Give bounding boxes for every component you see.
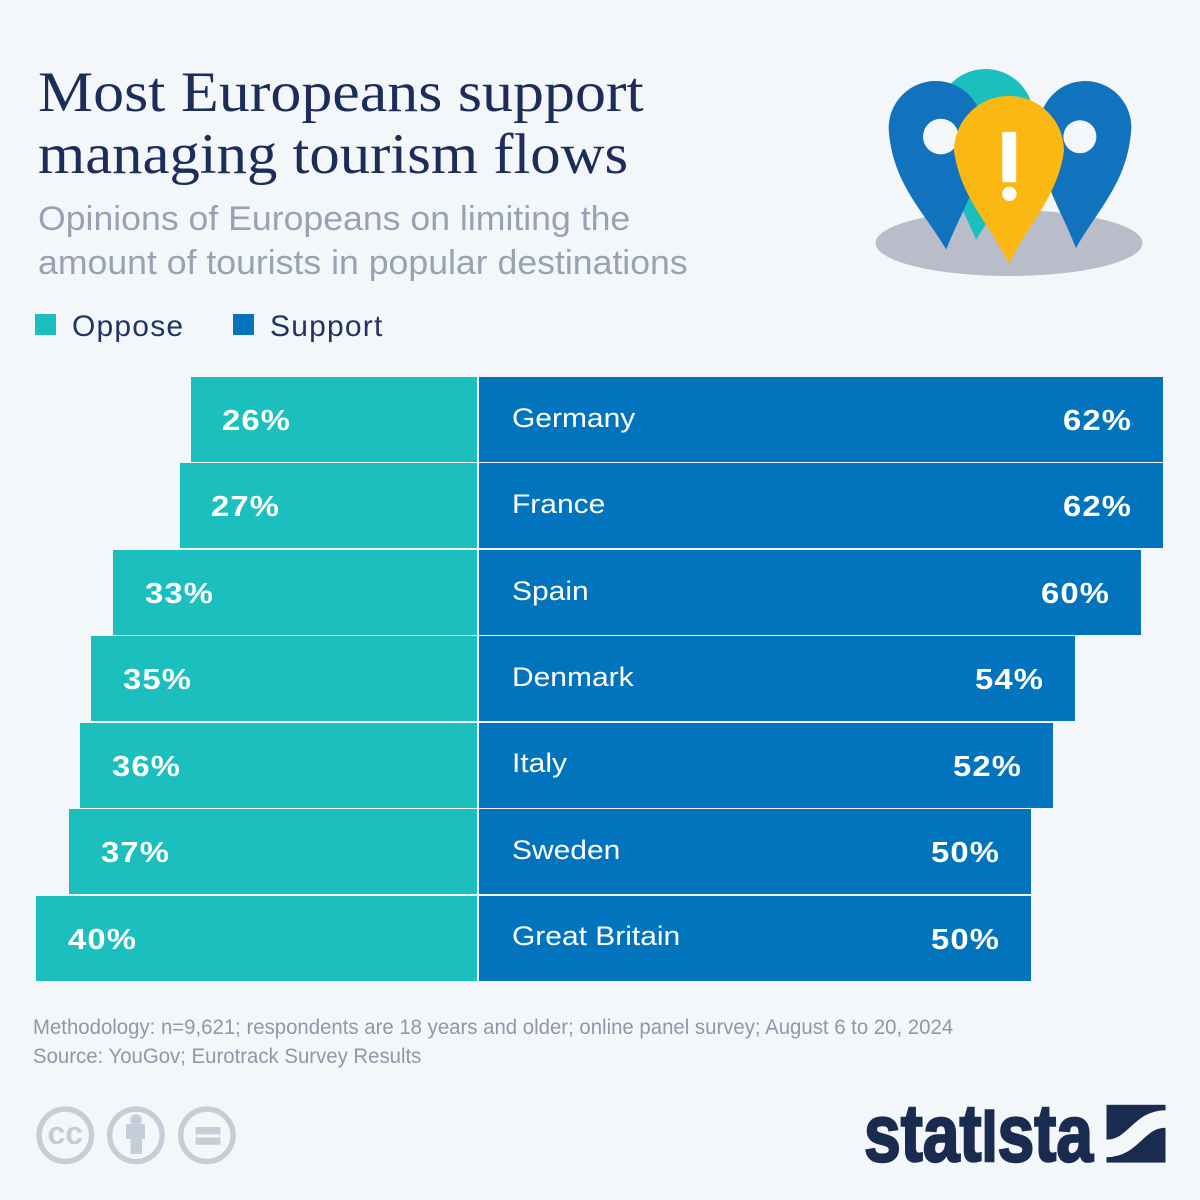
svg-text:statlsta: statlsta <box>864 1090 1094 1179</box>
svg-text:cc: cc <box>48 1115 84 1151</box>
